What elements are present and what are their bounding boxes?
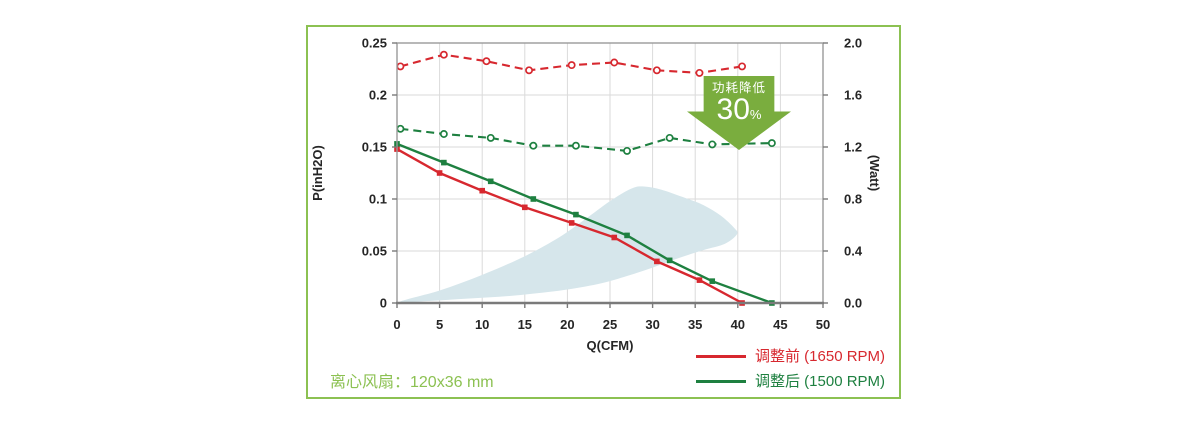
x-tick-label: 5 [436, 317, 443, 332]
operating-region-layer [399, 186, 738, 303]
data-point-marker [738, 62, 747, 71]
data-point-marker [486, 133, 495, 142]
data-point-marker [652, 66, 661, 75]
x-tick-label: 30 [645, 317, 659, 332]
data-point-marker [441, 159, 447, 166]
legend-swatch-before [696, 355, 746, 358]
data-point-marker [439, 130, 448, 138]
data-point-marker [396, 62, 405, 71]
x-tick-label: 40 [731, 317, 745, 332]
x-tick-label: 35 [688, 317, 702, 332]
data-point-marker [530, 196, 537, 202]
chart-card: 0 5 10 15 20 25 30 35 40 45 50 0 0.05 0.1 0.15 0.2 0.25 0… [306, 25, 901, 399]
x-tick-label: 25 [603, 317, 617, 332]
data-point-marker [666, 257, 673, 264]
data-point-marker [436, 170, 443, 176]
legend-swatch-after [696, 380, 746, 383]
x-tick-label: 10 [475, 317, 489, 332]
x-axis-title: Q(CFM) [587, 338, 634, 353]
y-axis-title-right: (Watt) [867, 155, 882, 191]
data-point-marker [624, 232, 630, 239]
data-point-marker [696, 277, 703, 283]
data-point-marker [611, 234, 618, 241]
data-point-marker [623, 146, 631, 155]
data-point-marker [709, 278, 716, 284]
data-point-marker [695, 68, 704, 77]
data-point-marker [567, 61, 576, 70]
data-point-marker [529, 141, 538, 150]
legend-label-after: 调整后 (1500 RPM) [755, 373, 886, 390]
y-right-tick-label: 1.2 [844, 140, 862, 155]
x-tick-label: 50 [816, 317, 830, 332]
badge-caption: 功耗降低 [711, 81, 766, 95]
y-left-tick-label: 0.15 [362, 140, 387, 155]
fan-performance-chart: 0 5 10 15 20 25 30 35 40 45 50 0 0.05 0.1 0.15 0.2 0.25 0… [310, 36, 882, 354]
y-left-tick-label: 0 [380, 296, 387, 311]
legend-item-before: 调整前 (1650 RPM) [696, 344, 885, 369]
data-point-marker [568, 220, 575, 226]
badge-number: 30 [716, 93, 750, 126]
fan-size-note: 离心风扇：120x36 mm [330, 374, 494, 391]
y-right-tick-label: 0.8 [844, 192, 862, 207]
y-left-tick-label: 0.1 [369, 192, 387, 207]
y-axis-title-left: P(inH2O) [310, 145, 325, 201]
x-tick-label: 20 [560, 317, 574, 332]
badge-percent-sign: % [749, 107, 762, 122]
y-left-tick-label: 0.05 [362, 244, 387, 259]
y-left-tick-label: 0.2 [369, 88, 387, 103]
data-point-marker [487, 178, 494, 185]
data-point-marker [654, 258, 660, 265]
x-tick-label: 45 [773, 317, 787, 332]
data-point-marker [522, 204, 528, 211]
data-point-marker [525, 66, 534, 75]
y-right-tick-label: 1.6 [844, 88, 862, 103]
data-point-marker [482, 57, 491, 66]
tick-label-layer: 0 5 10 15 20 25 30 35 40 45 50 0 0.05 0.1 0.15 0.2 0.25 0… [362, 36, 863, 333]
data-point-marker [665, 133, 674, 142]
data-point-marker [610, 58, 619, 67]
tick-layer [392, 42, 828, 308]
data-point-marker [767, 139, 776, 148]
legend-label-before: 调整前 (1650 RPM) [755, 348, 886, 365]
x-tick-label: 0 [393, 317, 400, 332]
y-left-tick-label: 0.25 [362, 36, 387, 51]
operating-region [399, 186, 738, 303]
legend-item-after: 调整后 (1500 RPM) [696, 369, 885, 394]
data-point-marker [479, 187, 485, 194]
badge-value: 30% [687, 93, 791, 129]
y-right-tick-label: 0.0 [844, 296, 862, 311]
y-right-tick-label: 0.4 [844, 244, 863, 259]
data-point-marker [439, 50, 448, 59]
data-point-marker [708, 140, 717, 149]
x-tick-label: 15 [518, 317, 532, 332]
y-right-tick-label: 2.0 [844, 36, 862, 51]
data-point-marker [396, 124, 405, 133]
chart-legend: 调整前 (1650 RPM) 调整后 (1500 RPM) [696, 344, 885, 394]
data-point-marker [571, 141, 580, 150]
data-point-marker [573, 211, 579, 218]
